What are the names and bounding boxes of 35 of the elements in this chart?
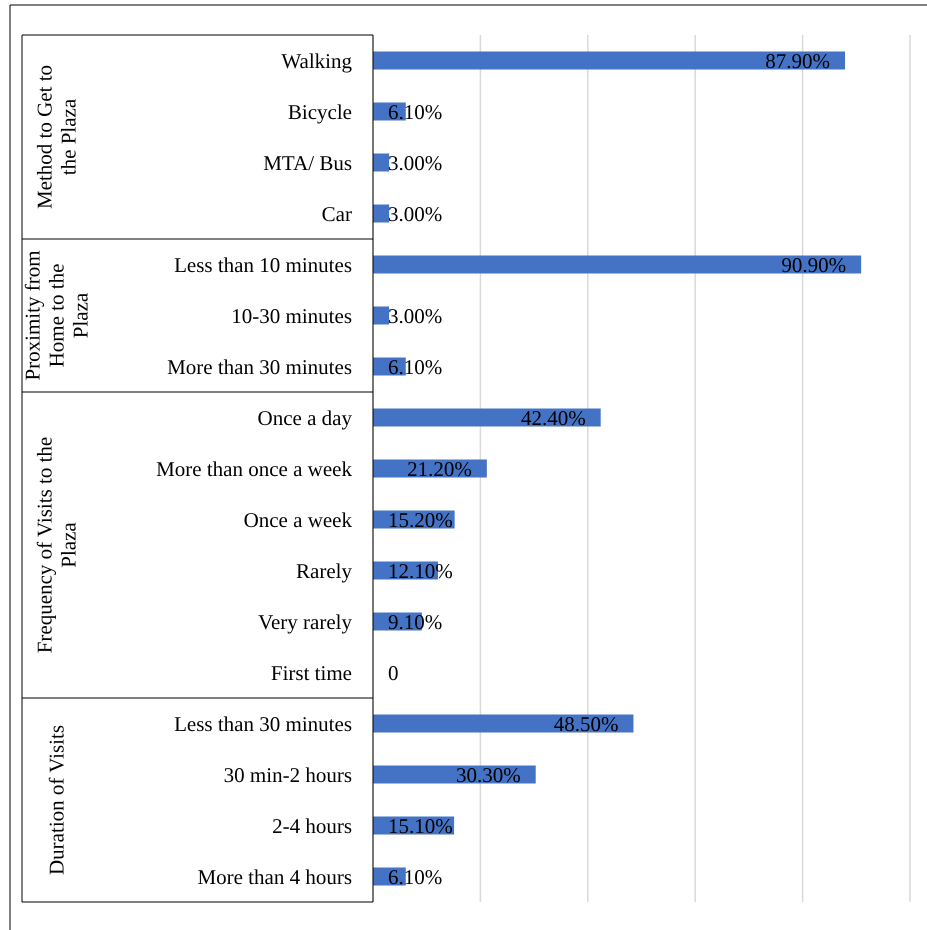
y-tick-label: More than once a week	[156, 456, 352, 481]
data-label: 15.10%	[388, 814, 453, 838]
data-label: 0	[388, 660, 398, 685]
data-label: 3.00%	[388, 304, 442, 328]
y-tick-label: More than 30 minutes	[167, 354, 352, 379]
y-tick-label: Very rarely	[258, 610, 352, 634]
y-tick-label: Bicycle	[288, 100, 352, 124]
y-tick-label: Rarely	[296, 558, 352, 583]
y-tick-label: 2-4 hours	[272, 814, 352, 838]
data-label: 30.30%	[456, 762, 521, 787]
data-label: 48.50%	[554, 712, 618, 736]
bar	[373, 408, 601, 426]
y-axis-title: Frequency of Visits to the Plaza	[32, 436, 80, 654]
y-tick-label: 30 min-2 hours	[224, 762, 352, 787]
y-axis-title: Duration of Visits	[44, 724, 68, 876]
y-tick-label: MTA/ Bus	[263, 150, 352, 175]
data-label: 3.00%	[388, 202, 442, 226]
y-tick-label: 10-30 minutes	[231, 304, 352, 328]
data-label: 21.20%	[407, 456, 472, 481]
y-axis-title: Proximity from Home to the Plaza	[20, 250, 92, 381]
data-label: 3.00%	[388, 150, 442, 175]
y-axis-title: Method to Get to the Plaza	[32, 64, 80, 210]
data-label: 87.90%	[765, 48, 830, 73]
bar	[373, 714, 634, 732]
y-tick-label: Once a week	[244, 508, 352, 532]
data-label: 15.20%	[388, 508, 453, 532]
y-tick-label: Car	[322, 202, 352, 226]
data-label: 90.90%	[781, 252, 846, 277]
y-tick-label: Walking	[281, 48, 352, 73]
data-label: 42.40%	[520, 406, 586, 430]
y-tick-label: More than 4 hours	[197, 864, 352, 889]
y-tick-label: Less than 30 minutes	[174, 712, 352, 736]
y-tick-label: Less than 10 minutes	[174, 252, 352, 277]
y-tick-label: First time	[270, 660, 352, 685]
y-tick-label: Once a day	[258, 406, 352, 430]
